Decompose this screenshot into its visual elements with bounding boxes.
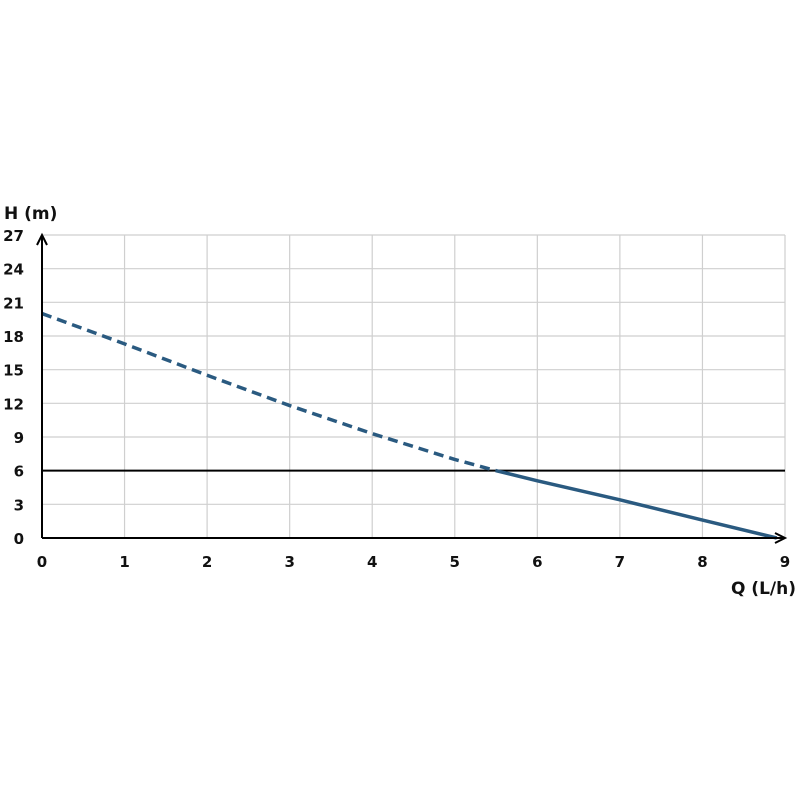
y-tick-label: 24 <box>3 261 24 279</box>
x-tick-label: 6 <box>532 553 542 571</box>
x-tick-label: 5 <box>450 553 460 571</box>
x-axis-label: Q (L/h) <box>731 579 796 599</box>
y-tick-label: 18 <box>3 328 24 346</box>
series-line-solid <box>495 468 778 540</box>
y-tick-label: 21 <box>3 294 24 312</box>
grid <box>41 234 786 539</box>
x-tick-label: 9 <box>780 553 790 571</box>
y-axis-label: H (m) <box>4 204 57 224</box>
axes <box>36 232 788 544</box>
y-tick-label: 12 <box>3 395 24 413</box>
x-tick-label: 4 <box>367 553 377 571</box>
y-tick-label: 15 <box>3 362 24 380</box>
y-tick-label: 3 <box>14 496 24 514</box>
x-tick-label: 2 <box>202 553 212 571</box>
y-tick-label: 9 <box>14 429 24 447</box>
y-tick-label: 6 <box>14 463 24 481</box>
series-group <box>41 311 778 540</box>
y-tick-label: 0 <box>14 530 24 548</box>
x-tick-label: 7 <box>615 553 625 571</box>
x-tick-label: 8 <box>697 553 707 571</box>
y-axis-arrow-icon <box>36 232 48 246</box>
y-tick-label: 27 <box>3 227 24 245</box>
x-tick-label: 3 <box>284 553 294 571</box>
series-line-dashed <box>41 311 497 473</box>
x-tick-label: 1 <box>119 553 129 571</box>
x-tick-label: 0 <box>37 553 47 571</box>
x-axis-arrow-icon <box>774 532 788 544</box>
